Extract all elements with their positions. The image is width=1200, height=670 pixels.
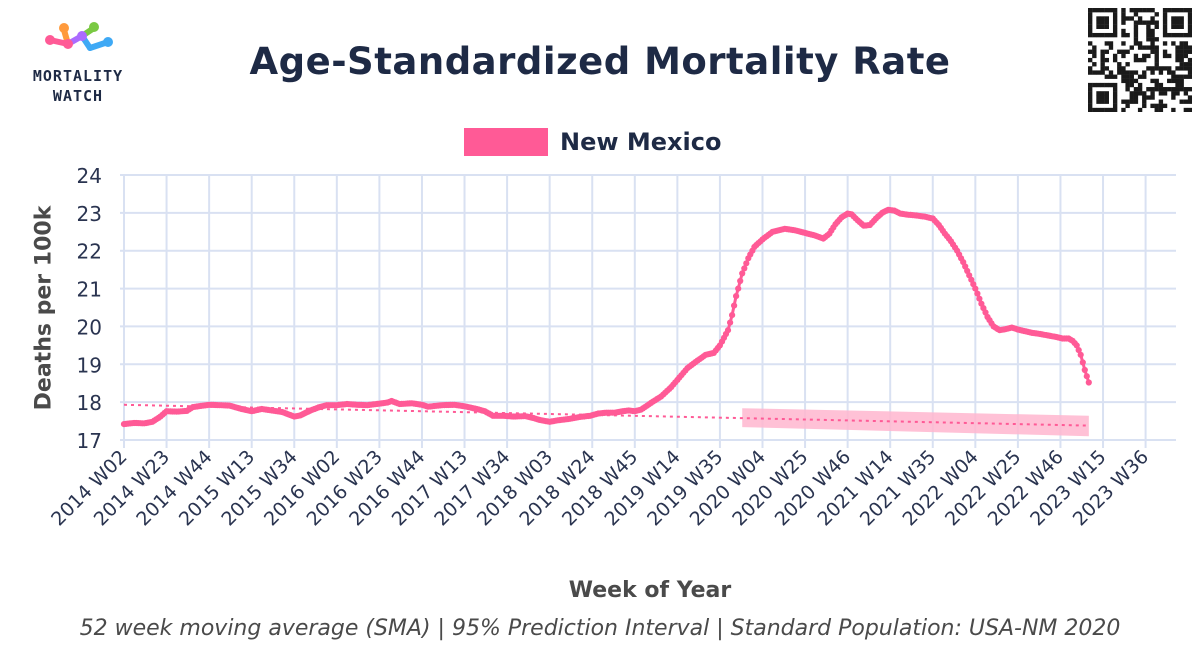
data-point bbox=[727, 319, 734, 326]
chart-caption: 52 week moving average (SMA) | 95% Predi… bbox=[79, 616, 1121, 641]
y-tick-label: 21 bbox=[77, 278, 102, 302]
data-point bbox=[1085, 379, 1092, 386]
x-axis-label: Week of Year bbox=[568, 578, 732, 603]
logo-text: MORTALITY WATCH bbox=[16, 66, 140, 106]
data-point bbox=[724, 327, 732, 334]
data-point bbox=[735, 285, 742, 292]
data-point bbox=[739, 270, 746, 277]
series-new-mexico bbox=[120, 206, 1092, 428]
y-axis-ticks: 17 18 19 20 21 22 23 24 bbox=[77, 164, 102, 453]
data-point bbox=[1079, 359, 1086, 366]
y-axis-label: Deaths per 100k bbox=[31, 205, 57, 411]
y-tick-label: 17 bbox=[77, 429, 102, 453]
data-point bbox=[743, 260, 750, 267]
y-tick-label: 23 bbox=[77, 202, 102, 226]
data-point bbox=[737, 277, 744, 285]
data-point bbox=[972, 285, 979, 292]
data-point bbox=[731, 302, 738, 309]
grid bbox=[120, 174, 1176, 441]
legend: New Mexico bbox=[464, 126, 721, 158]
series-line bbox=[123, 208, 1091, 426]
logo-line-2: WATCH bbox=[52, 87, 104, 105]
data-point bbox=[976, 295, 983, 302]
data-point bbox=[974, 290, 981, 297]
legend-label: New Mexico bbox=[560, 128, 722, 156]
data-point bbox=[741, 265, 748, 272]
data-point bbox=[1075, 347, 1082, 354]
y-tick-label: 22 bbox=[77, 240, 102, 264]
qr-code-icon[interactable] bbox=[1088, 8, 1192, 112]
legend-swatch bbox=[464, 128, 548, 156]
y-tick-label: 20 bbox=[77, 315, 102, 339]
y-tick-label: 19 bbox=[77, 353, 102, 377]
chart-title: Age-Standardized Mortality Rate bbox=[249, 40, 951, 83]
y-tick-label: 18 bbox=[77, 391, 102, 415]
data-point bbox=[733, 293, 740, 300]
data-point bbox=[1081, 366, 1088, 374]
data-point bbox=[1083, 373, 1090, 380]
data-point bbox=[729, 312, 736, 319]
y-tick-label: 24 bbox=[77, 164, 102, 188]
molecule-icon bbox=[45, 22, 113, 51]
data-point bbox=[1077, 351, 1084, 358]
mortality-watch-logo bbox=[45, 22, 113, 51]
logo-line-1: MORTALITY bbox=[32, 67, 124, 85]
data-point bbox=[1073, 342, 1080, 349]
